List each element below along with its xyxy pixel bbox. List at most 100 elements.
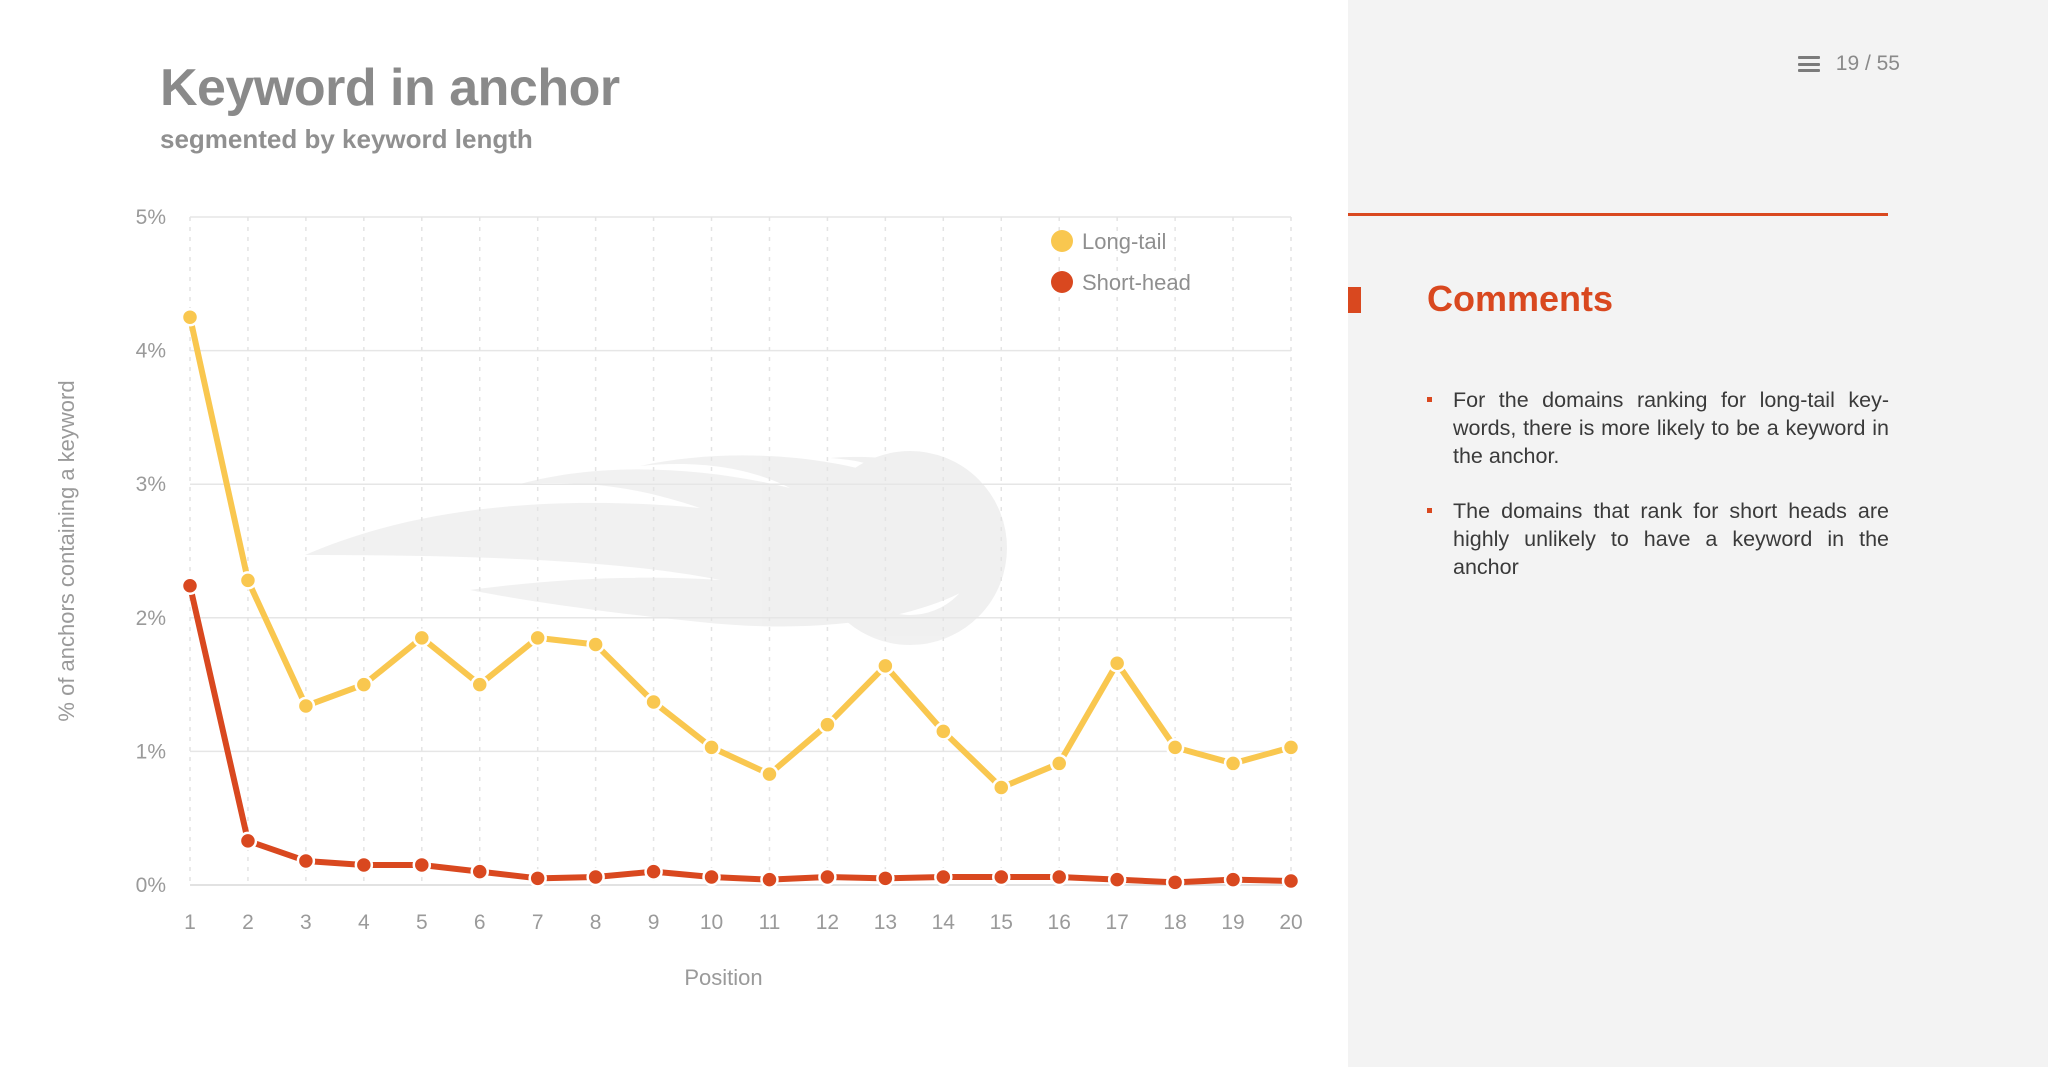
x-tick-label: 17 [1105, 911, 1128, 934]
page-title: Keyword in anchor [160, 59, 620, 117]
comment-text: For the domains ranking for long-tail ke… [1453, 388, 1889, 468]
x-axis-title: Position [684, 965, 762, 990]
data-point[interactable] [1223, 754, 1243, 773]
data-point[interactable] [760, 870, 779, 889]
data-point[interactable] [528, 628, 547, 648]
chart-legend: Long-tail Short-head [1051, 229, 1191, 295]
data-point[interactable] [876, 656, 895, 676]
y-axis-title: % of anchors containing a keyword [54, 380, 79, 721]
data-point[interactable] [760, 764, 779, 784]
data-point[interactable] [1165, 738, 1185, 757]
comment-item: The domains that rank for short heads ar… [1427, 497, 1889, 581]
y-tick-label: 1% [136, 740, 166, 763]
slide-pager: 19 / 55 [1797, 52, 1900, 76]
y-tick-label: 3% [136, 473, 166, 496]
legend-label: Long-tail [1082, 229, 1166, 254]
series-line [187, 582, 1294, 886]
data-point[interactable] [586, 635, 605, 654]
comment-item: For the domains ranking for long-tail ke… [1427, 386, 1889, 470]
data-point[interactable] [1049, 754, 1069, 773]
page-counter: 19 / 55 [1835, 52, 1900, 75]
data-point[interactable] [934, 722, 953, 741]
bullet-icon [1427, 508, 1432, 513]
x-tick-label: 12 [816, 911, 839, 934]
x-tick-label: 7 [532, 911, 544, 934]
bullet-icon [1427, 397, 1432, 402]
x-tick-label: 8 [590, 911, 602, 934]
x-tick-label: 6 [474, 911, 486, 934]
data-point[interactable] [1281, 871, 1301, 891]
data-point[interactable] [702, 867, 721, 887]
data-point[interactable] [354, 855, 374, 875]
data-point[interactable] [528, 869, 547, 888]
data-point[interactable] [1281, 738, 1301, 757]
slide-content [0, 0, 1348, 1067]
chart-grid [189, 216, 1292, 886]
y-tick-label: 0% [136, 874, 166, 897]
data-point[interactable] [992, 867, 1011, 887]
data-point[interactable] [180, 576, 200, 595]
page-subtitle: segmented by keyword length [160, 124, 533, 154]
legend-swatch [1051, 271, 1073, 293]
x-tick-label: 5 [416, 911, 428, 934]
legend-swatch [1051, 230, 1073, 252]
comments-list: For the domains ranking for long-tail ke… [1427, 386, 1889, 608]
data-point[interactable] [1107, 653, 1127, 673]
comment-text: The domains that rank for short heads ar… [1453, 499, 1889, 579]
x-tick-label: 2 [242, 911, 254, 934]
data-point[interactable] [238, 571, 258, 590]
menu-icon[interactable] [1797, 56, 1820, 72]
x-axis: 1 2 3 4 5 6 7 8 9 10 11 12 13 14 15 16 17 18 19 20 [184, 911, 1303, 934]
series-short-head [180, 576, 1301, 892]
x-tick-label: 1 [184, 911, 196, 934]
data-point[interactable] [354, 675, 374, 694]
series-line [187, 314, 1294, 791]
data-point[interactable] [470, 862, 489, 881]
data-point[interactable] [702, 738, 721, 757]
x-tick-label: 20 [1279, 911, 1302, 934]
data-point[interactable] [296, 696, 316, 716]
x-tick-label: 19 [1221, 911, 1244, 934]
chart-series [180, 307, 1301, 892]
comments-panel [1348, 0, 2048, 1067]
x-tick-label: 14 [932, 911, 956, 934]
x-tick-label: 13 [874, 911, 897, 934]
y-tick-label: 4% [136, 340, 166, 363]
data-point[interactable] [934, 867, 953, 887]
data-point[interactable] [412, 628, 432, 648]
data-point[interactable] [296, 851, 316, 871]
x-tick-label: 10 [700, 911, 723, 934]
y-tick-label: 5% [136, 206, 166, 229]
x-tick-label: 11 [759, 911, 781, 934]
data-point[interactable] [992, 778, 1011, 797]
data-point[interactable] [180, 307, 200, 327]
x-tick-label: 15 [990, 911, 1013, 934]
comments-title: Comments [1427, 278, 1614, 319]
data-point[interactable] [1049, 867, 1069, 887]
data-point[interactable] [644, 692, 663, 712]
data-point[interactable] [470, 675, 489, 694]
x-tick-label: 18 [1163, 911, 1186, 934]
divider-line [1348, 213, 1888, 216]
y-tick-label: 2% [136, 607, 166, 630]
data-point[interactable] [412, 855, 432, 875]
data-point[interactable] [1107, 870, 1127, 889]
data-point[interactable] [238, 831, 258, 851]
series-long-tail [180, 307, 1301, 797]
data-point[interactable] [644, 862, 663, 881]
flame-logo-watermark [305, 451, 1007, 645]
x-tick-label: 16 [1048, 911, 1071, 934]
y-axis: 0% 1% 2% 3% 4% 5% [136, 206, 166, 897]
line-chart: 0%1%2%3%4%5% 1 2 3 4 5 6 7 8 9 10 11 12 13 14 15 16 17 18… [54, 206, 1303, 990]
data-point[interactable] [818, 867, 837, 887]
data-point[interactable] [1165, 873, 1185, 892]
section-marker [1348, 287, 1361, 313]
data-point[interactable] [818, 715, 837, 734]
data-point[interactable] [586, 867, 605, 887]
legend-label: Short-head [1082, 270, 1191, 295]
data-point[interactable] [1223, 870, 1243, 889]
x-tick-label: 9 [648, 911, 660, 934]
x-tick-label: 4 [358, 911, 370, 934]
data-point[interactable] [876, 869, 895, 888]
x-tick-label: 3 [300, 911, 312, 934]
